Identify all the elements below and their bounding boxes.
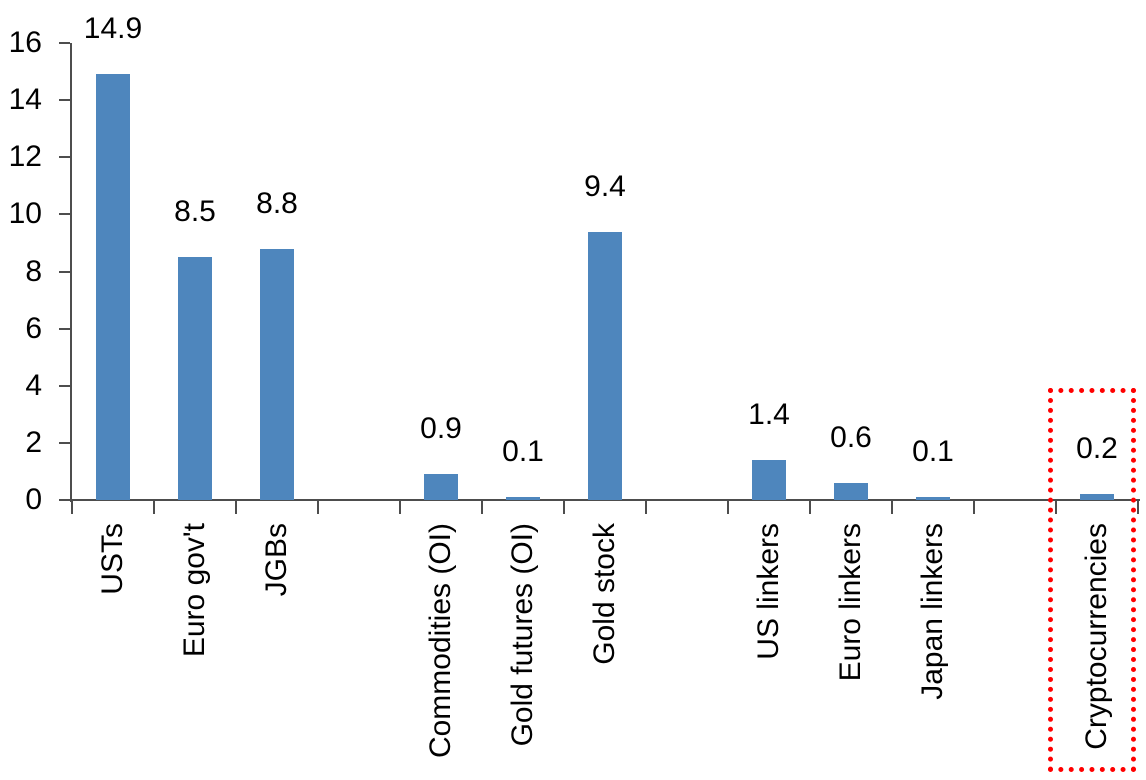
y-axis-tick-label: 10 [8,197,42,231]
y-axis-tick-label: 6 [25,311,42,345]
bar-value-label: 0.2 [1076,432,1118,466]
bar-value-label: 0.6 [830,420,872,454]
category-label: Commodities (OI) [424,523,457,759]
bar-cryptocurrencies [1080,494,1114,500]
y-axis-tick-label: 12 [8,140,42,174]
y-axis-tick [59,156,70,159]
x-axis-tick [317,501,319,514]
x-axis-tick [563,501,565,514]
y-axis-tick-label: 14 [8,83,42,117]
bar-value-label: 0.9 [420,412,462,446]
x-axis-tick [235,501,237,514]
y-axis-tick [59,213,70,216]
y-axis-tick [59,42,70,44]
x-axis-tick [481,501,483,514]
y-axis-tick-label: 16 [8,26,42,59]
y-axis-tick [59,441,70,444]
y-axis-tick-label: 4 [25,368,42,402]
y-axis-tick [59,99,70,102]
x-axis-tick [727,501,729,514]
x-axis-tick [399,501,401,514]
bar-jgbs [260,248,294,500]
y-axis-tick [59,499,70,501]
bar-value-label: 8.8 [256,186,298,220]
category-label: Euro linkers [834,523,867,682]
bar-gold-futures-oi [506,497,540,500]
x-axis-tick [973,501,975,514]
category-label: JGBs [260,523,293,597]
category-label: US linkers [752,523,785,660]
bar-value-label: 8.5 [174,195,216,229]
category-label: Japan linkers [916,523,949,700]
bar-value-label: 9.4 [584,169,626,203]
x-axis-line [70,499,1140,501]
x-axis-tick [1055,501,1057,514]
y-axis-line [70,43,72,502]
x-axis-tick [891,501,893,514]
bar-value-label: 0.1 [912,435,954,469]
x-axis-tick [809,501,811,514]
bar-euro-linkers [834,482,868,500]
bar-usts [96,74,130,500]
bar-value-label: 1.4 [748,398,790,431]
bar-gold-stock [588,231,622,500]
y-axis-tick-label: 0 [25,483,42,516]
y-axis-tick [59,270,70,273]
highlight-box-cryptocurrencies [1048,388,1136,772]
bar-euro-gov-t [178,257,212,500]
x-axis-tick [71,501,73,514]
category-label: Euro gov't [178,523,211,658]
bar-value-label: 14.9 [83,12,143,46]
y-axis-tick [59,384,70,387]
y-axis-tick [59,327,70,330]
category-label: Gold stock [588,523,621,665]
category-label: Gold futures (OI) [506,523,539,747]
bar-japan-linkers [916,497,950,500]
x-axis-tick [153,501,155,514]
bar-commodities-oi [424,474,458,500]
y-axis-tick-label: 8 [25,254,42,288]
category-label: USTs [96,523,129,595]
x-axis-tick [645,501,647,514]
bar-value-label: 0.1 [502,435,544,469]
bar-us-linkers [752,460,786,500]
x-axis-tick [1137,501,1139,514]
y-axis-tick-label: 2 [25,425,42,459]
